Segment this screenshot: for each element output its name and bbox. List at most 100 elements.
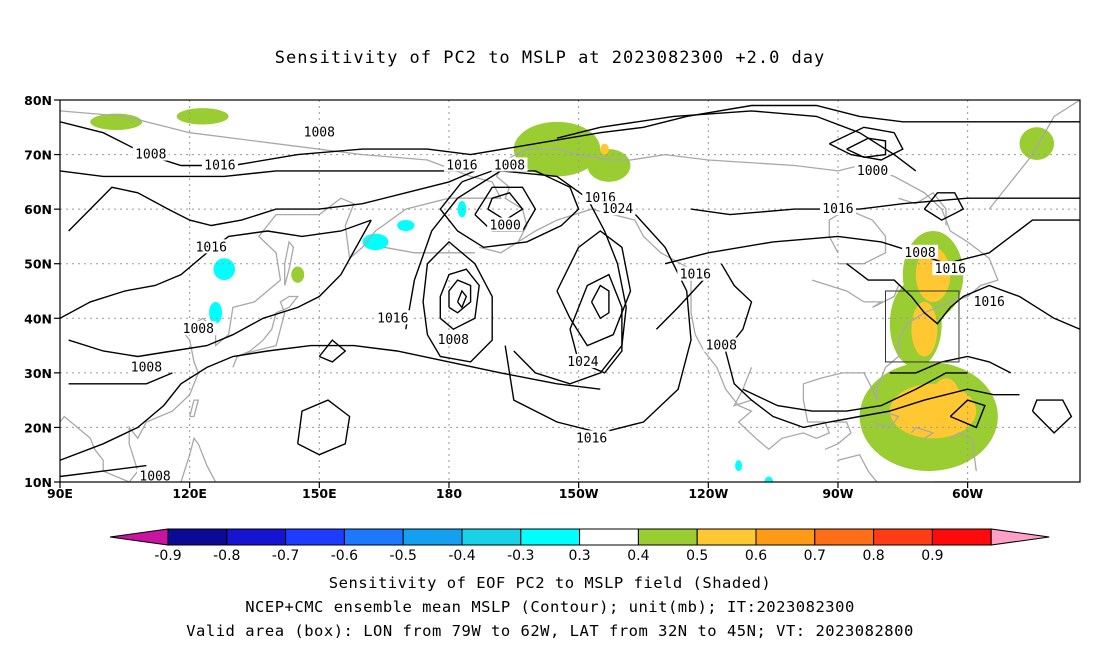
- contour-label-bg: [137, 468, 174, 483]
- contour-label-bg: [374, 310, 411, 325]
- contour-label-bg: [932, 261, 969, 276]
- colorbar-swatch: [520, 528, 581, 546]
- contour-label: 1016: [196, 240, 227, 255]
- contour-label-bg: [971, 293, 1008, 308]
- lat-label: 20N: [24, 420, 52, 435]
- contour-label-bg: [854, 162, 891, 177]
- map-frame: [59, 99, 1081, 483]
- shade-arctic-2: [176, 108, 229, 125]
- lon-label: 150E: [302, 486, 337, 501]
- isobar-23: [828, 126, 904, 161]
- isobar-0: [60, 104, 1080, 167]
- coastline-10: [863, 410, 900, 429]
- colorbar-swatch: [285, 528, 345, 546]
- isobar-6: [68, 372, 173, 385]
- colorbar-label: 0.9: [921, 548, 943, 564]
- shade-alaska: [587, 149, 631, 182]
- contour-label: 1016: [204, 158, 235, 173]
- isobar-12: [456, 289, 468, 309]
- coastline-11: [910, 426, 935, 439]
- contour-label: 1008: [494, 158, 525, 173]
- isobar-16: [405, 170, 627, 385]
- isobar-11: [448, 279, 472, 314]
- contour-label: 1024: [567, 355, 598, 370]
- shade-alaska-dot: [600, 143, 609, 155]
- lon-label: 90W: [822, 486, 853, 501]
- colorbar-label: 0.6: [745, 548, 767, 564]
- caption-contour: NCEP+CMC ensemble mean MSLP (Contour); u…: [245, 598, 855, 616]
- colorbar-label: -0.9: [154, 548, 181, 564]
- shade-pacific-se-1: [764, 476, 774, 482]
- isobar-9: [422, 240, 493, 363]
- lon-label: 60W: [952, 486, 983, 501]
- lon-label: 90E: [47, 486, 73, 501]
- contour-label: 1016: [822, 202, 853, 217]
- lat-label: 60N: [24, 202, 52, 217]
- contour-label-bg: [902, 244, 939, 259]
- shade-japan-1: [209, 301, 223, 324]
- isobar-24: [846, 137, 887, 159]
- lon-label: 180: [436, 486, 462, 501]
- contour-label-bg: [564, 353, 601, 368]
- coastline-3: [189, 399, 200, 418]
- caption-valid-area: Valid area (box): LON from 79W to 62W, L…: [186, 622, 914, 640]
- shade-gulf-stream-core: [911, 301, 938, 357]
- colorbar-label: -0.6: [331, 548, 358, 564]
- contour-label: 1008: [304, 126, 335, 141]
- colorbar-swatch: [579, 528, 639, 546]
- contour-label: 1016: [974, 295, 1005, 310]
- colorbar-label: -0.5: [390, 548, 417, 564]
- shade-okhotsk: [213, 258, 236, 281]
- colorbar-label: 0.4: [627, 548, 649, 564]
- contour-label: 1008: [135, 148, 166, 163]
- coastline-13: [837, 453, 878, 482]
- contour-label-bg: [128, 359, 165, 374]
- lat-label: 30N: [24, 366, 52, 381]
- isobar-8: [297, 399, 351, 456]
- coastline-6: [732, 367, 753, 407]
- colorbar-swatch: [755, 528, 816, 546]
- colorbar-swatch: [167, 528, 228, 546]
- colorbar-swatch: [696, 528, 757, 546]
- contour-label-bg: [443, 157, 480, 172]
- coastline-1: [232, 295, 300, 368]
- coastline-2: [284, 240, 295, 286]
- lat-label: 80N: [24, 93, 52, 108]
- colorbar-swatch: [873, 528, 933, 546]
- contour-label-bg: [599, 201, 636, 216]
- map-title: Sensitivity of PC2 to MSLP at 2023082300…: [274, 48, 826, 68]
- colorbar-swatch: [637, 528, 698, 546]
- colorbar-over-triangle: [990, 528, 1050, 546]
- colorbar-swatch: [343, 528, 404, 546]
- shade-aleutian-1: [362, 233, 389, 251]
- colorbar-label: 0.8: [862, 548, 884, 564]
- isobar-2: [68, 170, 476, 232]
- caption-shading: Sensitivity of EOF PC2 to MSLP field (Sh…: [328, 574, 772, 592]
- isobar-34: [318, 339, 347, 363]
- contour-label-bg: [491, 157, 528, 172]
- contour-label-bg: [582, 190, 619, 205]
- isobar-27: [720, 263, 1020, 429]
- contour-label: 1016: [576, 431, 607, 446]
- isobar-28: [846, 263, 1080, 330]
- contour-label-bg: [193, 239, 230, 254]
- isobar-19: [590, 284, 610, 320]
- contour-label-bg: [487, 217, 524, 232]
- valid-area-box: [885, 290, 960, 363]
- contour-label: 1000: [857, 164, 888, 179]
- isobar-10: [439, 268, 480, 331]
- isobar-5: [60, 344, 601, 461]
- isobar-4: [68, 219, 372, 358]
- lat-label: 50N: [24, 257, 52, 272]
- colorbar-swatch: [931, 528, 992, 546]
- lon-label: 120E: [172, 486, 207, 501]
- contour-label-bg: [435, 332, 472, 347]
- contour-label: 1008: [183, 322, 214, 337]
- contour-label: 1016: [377, 311, 408, 326]
- contour-label: 1016: [446, 158, 477, 173]
- isobar-33: [655, 274, 709, 330]
- lat-label: 10N: [24, 475, 52, 490]
